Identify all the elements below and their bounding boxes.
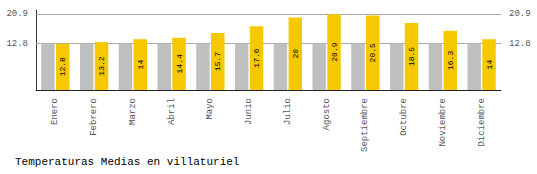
svg-text:Octubre: Octubre	[399, 98, 409, 136]
svg-text:14: 14	[136, 60, 145, 70]
svg-text:Temperaturas Medias en villatu: Temperaturas Medias en villaturiel	[15, 156, 239, 168]
svg-text:15.7: 15.7	[213, 52, 222, 71]
svg-text:20.5: 20.5	[368, 43, 377, 62]
svg-text:Agosto: Agosto	[322, 98, 332, 130]
svg-text:14.4: 14.4	[175, 54, 184, 73]
svg-text:Noviembre: Noviembre	[438, 98, 448, 147]
svg-text:20.9: 20.9	[330, 42, 339, 61]
svg-text:13.2: 13.2	[97, 56, 106, 75]
svg-text:Febrero: Febrero	[89, 98, 99, 136]
svg-text:Enero: Enero	[50, 98, 60, 125]
svg-text:12.8: 12.8	[6, 39, 28, 49]
svg-text:Marzo: Marzo	[128, 98, 138, 125]
svg-text:Diciembre: Diciembre	[477, 98, 487, 147]
svg-text:20.9: 20.9	[6, 9, 28, 19]
svg-text:16.3: 16.3	[446, 51, 455, 70]
svg-text:20.9: 20.9	[509, 9, 531, 19]
svg-text:17.6: 17.6	[252, 48, 261, 67]
svg-text:14: 14	[485, 60, 494, 70]
svg-text:Abril: Abril	[167, 98, 177, 125]
svg-text:Julio: Julio	[283, 98, 293, 125]
svg-text:Mayo: Mayo	[205, 98, 215, 120]
svg-text:18.5: 18.5	[407, 47, 416, 66]
svg-text:12.8: 12.8	[58, 57, 67, 76]
svg-text:20: 20	[291, 49, 300, 59]
svg-text:Junio: Junio	[244, 98, 254, 125]
svg-text:Septiembre: Septiembre	[360, 98, 370, 152]
svg-text:12.8: 12.8	[509, 39, 531, 49]
